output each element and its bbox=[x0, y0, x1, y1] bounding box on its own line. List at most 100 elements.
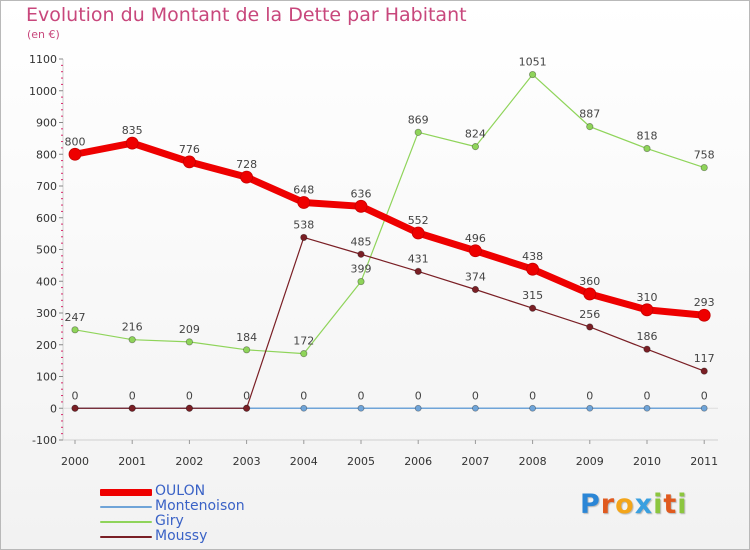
data-label: 209 bbox=[179, 323, 200, 336]
data-point-oulon bbox=[583, 287, 597, 301]
data-label: 117 bbox=[694, 352, 715, 365]
data-label: 1051 bbox=[519, 56, 547, 69]
y-tick-label: 1100 bbox=[29, 53, 57, 66]
data-point-giry bbox=[471, 143, 479, 151]
data-label: 0 bbox=[701, 389, 708, 402]
data-label: 438 bbox=[522, 250, 543, 263]
data-label: 310 bbox=[637, 291, 658, 304]
y-tick-label: 0 bbox=[50, 402, 57, 415]
data-label: 0 bbox=[415, 389, 422, 402]
x-tick-label: 2003 bbox=[233, 455, 261, 468]
data-label: 0 bbox=[186, 389, 193, 402]
x-tick-label: 2005 bbox=[347, 455, 375, 468]
logo-letter: r bbox=[600, 489, 616, 520]
legend-label: Giry bbox=[155, 513, 184, 529]
x-tick-label: 2002 bbox=[175, 455, 203, 468]
y-tick-label: 800 bbox=[36, 148, 57, 161]
data-label: 636 bbox=[351, 187, 372, 200]
data-label: 172 bbox=[293, 335, 314, 348]
data-point-moussy bbox=[128, 404, 136, 412]
data-point-moussy bbox=[300, 233, 308, 242]
data-point-giry bbox=[71, 326, 79, 334]
y-tick-label: -100 bbox=[32, 434, 57, 447]
logo-letter: o bbox=[615, 489, 635, 520]
y-tick-label: 900 bbox=[36, 117, 57, 130]
data-point-moussy bbox=[643, 345, 651, 353]
legend-swatch bbox=[100, 506, 152, 508]
y-tick-label: 700 bbox=[36, 180, 57, 193]
data-label: 835 bbox=[122, 124, 143, 137]
data-label: 399 bbox=[351, 263, 372, 276]
data-label: 256 bbox=[579, 308, 600, 321]
data-label: 758 bbox=[694, 149, 715, 162]
y-tick-label: 300 bbox=[36, 307, 57, 320]
data-point-montenoison bbox=[471, 404, 479, 412]
data-point-oulon bbox=[640, 303, 654, 317]
data-label: 869 bbox=[408, 113, 429, 126]
data-point-oulon bbox=[125, 136, 139, 150]
data-point-moussy bbox=[586, 323, 594, 331]
data-point-giry bbox=[357, 277, 365, 286]
data-label: 485 bbox=[351, 235, 372, 248]
data-point-oulon bbox=[68, 147, 82, 161]
chart-title: Evolution du Montant de la Dette par Hab… bbox=[26, 4, 467, 26]
data-point-moussy bbox=[243, 404, 251, 412]
data-point-montenoison bbox=[414, 404, 422, 412]
legend-item-montenoison: Montenoison bbox=[100, 498, 300, 515]
data-label: 818 bbox=[637, 130, 658, 143]
data-label: 247 bbox=[65, 311, 86, 324]
legend-label: Montenoison bbox=[155, 498, 245, 514]
data-label: 552 bbox=[408, 214, 429, 227]
data-label: 496 bbox=[465, 232, 486, 245]
legend-label: Moussy bbox=[155, 528, 208, 544]
x-tick-label: 2001 bbox=[118, 455, 146, 468]
data-point-giry bbox=[586, 123, 594, 131]
x-tick-label: 2010 bbox=[633, 455, 661, 468]
data-label: 0 bbox=[586, 389, 593, 402]
data-label: 374 bbox=[465, 271, 486, 284]
data-label: 431 bbox=[408, 252, 429, 265]
legend-swatch bbox=[100, 536, 152, 538]
data-point-oulon bbox=[240, 170, 254, 184]
data-point-moussy bbox=[414, 267, 422, 276]
data-point-oulon bbox=[297, 196, 311, 209]
data-point-giry bbox=[300, 350, 308, 358]
data-point-giry bbox=[128, 336, 136, 344]
data-point-oulon bbox=[468, 244, 482, 258]
data-point-giry bbox=[643, 144, 651, 153]
line-chart: -100010020030040050060070080090010001100… bbox=[29, 53, 718, 468]
x-tick-label: 2008 bbox=[519, 455, 547, 468]
data-point-montenoison bbox=[700, 404, 708, 412]
data-label: 0 bbox=[243, 389, 250, 402]
data-point-moussy bbox=[185, 404, 193, 412]
data-label: 728 bbox=[236, 158, 257, 171]
data-point-giry bbox=[414, 128, 422, 136]
legend-swatch bbox=[100, 521, 152, 523]
series-giry bbox=[71, 70, 708, 358]
data-label: 538 bbox=[293, 218, 314, 231]
data-label: 216 bbox=[122, 321, 143, 334]
y-tick-label: 1000 bbox=[29, 85, 57, 98]
logo-letter: x bbox=[634, 489, 654, 520]
data-point-oulon bbox=[526, 262, 539, 276]
data-label: 800 bbox=[65, 135, 86, 148]
data-label: 824 bbox=[465, 128, 486, 141]
data-point-moussy bbox=[357, 250, 365, 258]
y-tick-label: 200 bbox=[36, 339, 57, 352]
series-line-giry bbox=[74, 73, 705, 355]
series-oulon bbox=[68, 136, 711, 322]
data-point-montenoison bbox=[529, 404, 536, 412]
data-label: 0 bbox=[129, 389, 136, 402]
x-tick-label: 2007 bbox=[461, 455, 489, 468]
data-label: 315 bbox=[522, 289, 543, 302]
data-point-montenoison bbox=[643, 404, 651, 412]
legend-label: OULON bbox=[155, 483, 206, 499]
data-labels: 800 835 776 728 648 636 552 496 438 360 310 293 0 0 0 0… bbox=[65, 56, 715, 403]
data-label: 293 bbox=[694, 296, 715, 309]
data-point-giry bbox=[700, 163, 708, 172]
data-point-giry bbox=[528, 70, 537, 79]
data-label: 186 bbox=[637, 330, 658, 343]
y-tick-label: 400 bbox=[36, 275, 57, 288]
y-tick-label: 600 bbox=[36, 212, 57, 225]
x-tick-label: 2011 bbox=[690, 455, 718, 468]
